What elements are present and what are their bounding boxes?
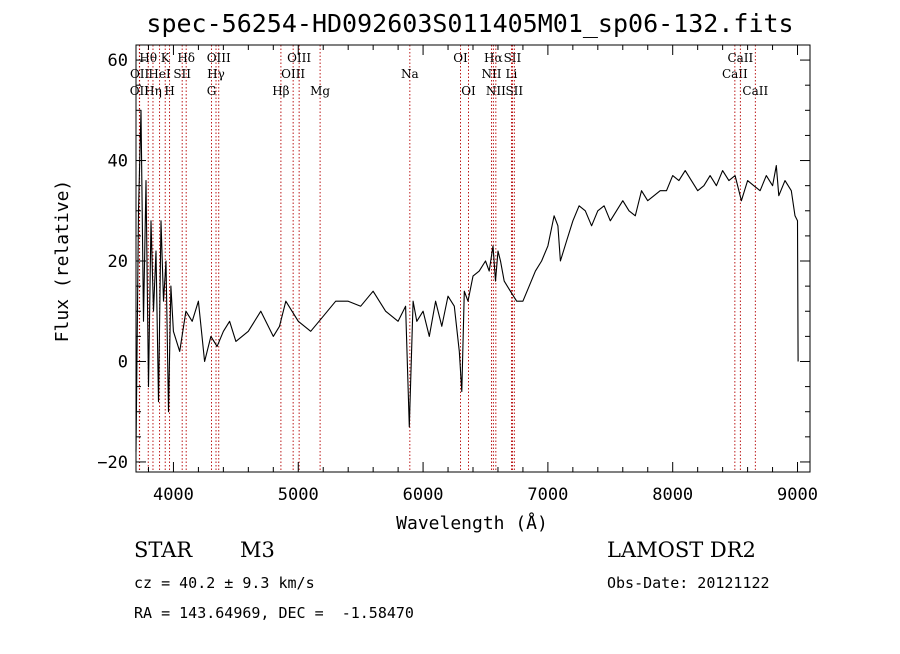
x-tick-label: 7000 (527, 485, 568, 505)
chart-title: spec-56254-HD092603S011405M01_sp06-132.f… (146, 9, 793, 38)
x-tick-label: 6000 (403, 485, 444, 505)
redshift-value: cz = 40.2 ± 9.3 km/s (134, 574, 315, 592)
line-marker-label-14: OIII (287, 51, 311, 65)
line-marker-label-7: SII (173, 67, 191, 81)
line-marker-label-11: OIII (207, 51, 231, 65)
line-marker-label-13: OIII (281, 67, 305, 81)
y-tick-label: 40 (108, 152, 128, 172)
survey-name: LAMOST DR2 (607, 538, 756, 562)
line-marker-label-3: Hη (144, 84, 162, 98)
line-marker-label-21: NII (486, 84, 506, 98)
y-tick-label: 0 (118, 352, 128, 372)
line-marker-label-20: Hα (484, 51, 503, 65)
plot-axes: 4000 5000 6000 7000 8000 9000 −20 0 20 40 60 (97, 44, 818, 505)
line-marker-label-5: K (161, 51, 171, 65)
spectrum-series (135, 109, 799, 452)
line-marker-label-2: Hθ (139, 51, 157, 65)
x-axis-label: Wavelength (Å) (396, 512, 548, 534)
line-marker-label-18: OI (461, 84, 476, 98)
line-marker-label-4: HeI (148, 67, 171, 81)
line-marker-label-27: CaII (742, 84, 768, 98)
y-tick-label: −20 (97, 453, 128, 473)
line-marker-label-19: NII (481, 67, 501, 81)
x-tick-label: 9000 (777, 485, 818, 505)
line-marker-label-23: SII (504, 51, 522, 65)
object-subclass: M3 (240, 538, 275, 562)
line-marker-label-10: Hγ (207, 67, 225, 81)
line-marker-label-17: OI (453, 51, 468, 65)
line-marker-label-9: G (207, 84, 217, 98)
line-marker-label-6: H (164, 84, 174, 98)
observation-date: Obs-Date: 20121122 (607, 574, 770, 592)
spectrum-line (135, 109, 799, 452)
coordinates: RA = 143.64969, DEC = -1.58470 (134, 604, 414, 622)
x-tick-label: 4000 (153, 485, 194, 505)
x-tick-label: 5000 (278, 485, 319, 505)
line-marker-label-24: SII (505, 84, 523, 98)
line-marker-label-8: Hδ (177, 51, 195, 65)
line-markers: OIIOIIHθHηHeIKHSIIHδGHγOIIIHβOIIIOIIIMgN… (130, 45, 768, 472)
line-marker-label-15: Mg (310, 84, 330, 98)
line-marker-label-1: OII (130, 67, 150, 81)
y-tick-label: 60 (108, 51, 128, 71)
y-tick-label: 20 (108, 252, 128, 272)
line-marker-label-12: Hβ (272, 84, 289, 98)
line-marker-label-16: Na (401, 67, 419, 81)
plot-frame (135, 44, 811, 473)
y-axis-label: Flux (relative) (52, 180, 73, 343)
object-class: STAR (134, 538, 193, 562)
line-marker-label-22: Li (506, 67, 518, 81)
x-tick-label: 8000 (652, 485, 693, 505)
line-marker-label-26: CaII (727, 51, 753, 65)
line-marker-label-25: CaII (722, 67, 748, 81)
